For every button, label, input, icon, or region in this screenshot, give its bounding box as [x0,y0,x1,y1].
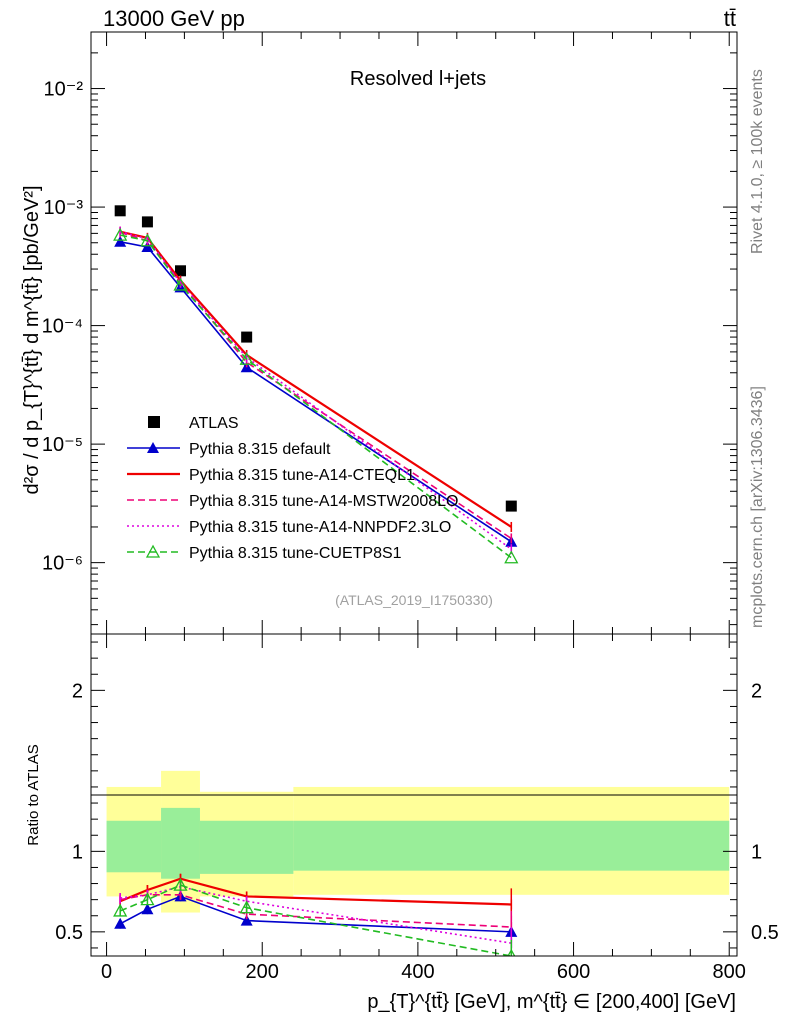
legend-label-5: Pythia 8.315 tune-CUETP8S1 [189,545,402,562]
rivet-version-label: Rivet 4.1.0, ≥ 100k events [749,69,766,254]
data-point-series-0 [241,331,253,343]
legend: ATLAS Pythia 8.315 default Pythia 8.315 tu… [127,415,458,562]
data-point-series-5 [504,550,519,564]
process-label: tt̄ [724,6,736,31]
x-tick-label: 200 [246,961,279,983]
inner-uncertainty-band [106,820,162,873]
legend-marker-5 [145,544,161,558]
ratio-point-series-4 [239,900,254,914]
legend-label-0: ATLAS [189,415,239,432]
ratio-point-series-4 [173,877,188,891]
inner-uncertainty-band [293,820,730,871]
y-tick-label: 10⁻⁴ [42,316,83,338]
main-x-ticks [106,32,730,634]
data-point-series-0 [141,216,153,228]
ratio-y-axis: 0.5 0.5 1 1 2 2 [55,641,779,949]
legend-label-4: Pythia 8.315 tune-A14-NNPDF2.3LO [189,519,451,536]
ratio-point-series-0 [114,917,127,929]
ratio-y-tick-label-right: 2 [751,680,762,702]
series-line-5 [120,234,512,559]
ratio-plot-area [113,873,518,956]
ratio-y-tick-label: 0.5 [55,922,83,944]
x-tick-label: 800 [713,961,746,983]
y-tick-label: 10⁻⁵ [42,434,83,456]
x-tick-label: 600 [557,961,590,983]
ratio-y-tick-label: 1 [72,841,83,863]
legend-label-3: Pythia 8.315 tune-A14-MSTW2008LO [189,493,458,510]
x-axis-label: p_{T}^{tt̄} [GeV], m^{tt̄} ∈ [200,400] [… [367,991,736,1013]
main-plot-area [113,205,519,564]
data-point-series-0 [505,500,517,512]
ratio-panel: 0.5 0.51 12 2 0 200 400 600 800 Ratio to ATLAS … [25,633,779,1013]
data-point-series-1 [114,235,127,247]
data-point-series-5 [113,227,128,241]
y-tick-label: 10⁻³ [44,197,84,219]
ratio-y-tick-label-right: 0.5 [751,922,779,944]
ratio-point-series-0 [141,903,154,915]
ratio-y-tick-label-right: 1 [751,841,762,863]
data-point-series-0 [114,205,126,217]
x-tick-label: 0 [101,961,112,983]
data-point-series-5 [173,277,188,291]
y-tick-label: 10⁻⁶ [42,553,83,575]
inner-uncertainty-band [199,820,294,874]
legend-label-1: Pythia 8.315 default [189,441,331,458]
data-point-series-0 [175,265,187,277]
ratio-point-series-4 [113,903,128,917]
ratio-x-axis: 0 200 400 600 800 [101,634,746,983]
energy-label: 13000 GeV pp [103,6,245,31]
main-panel: 10⁻⁶ 10⁻⁵ 10⁻⁴ 10⁻³ 10⁻² Resolved l+jets (AT… [21,31,738,635]
chart-title: Resolved l+jets [350,68,486,90]
data-point-series-1 [141,241,154,253]
legend-marker-atlas [148,416,160,428]
ratio-frame [90,633,738,957]
ratio-line-4 [119,884,512,956]
inner-uncertainty-band [161,807,200,879]
ratio-y-label: Ratio to ATLAS [25,744,42,845]
legend-marker-1 [147,442,159,453]
data-point-series-5 [140,233,155,247]
mcplots-label: mcplots.cern.ch [arXiv:1306.3436] [749,386,766,628]
x-tick-label: 400 [401,961,434,983]
series-line-4 [119,230,512,550]
ratio-point-series-4 [140,892,155,906]
ratio-uncertainty-bands [106,770,730,913]
y-tick-label: 10⁻² [44,79,84,101]
main-y-axis: 10⁻⁶ 10⁻⁵ 10⁻⁴ 10⁻³ 10⁻² [42,31,737,626]
ratio-y-tick-label: 2 [72,680,83,702]
data-point-series-5 [239,351,254,365]
main-frame [90,31,738,635]
legend-label-2: Pythia 8.315 tune-A14-CTEQL1 [189,467,415,484]
analysis-tag: (ATLAS_2019_I1750330) [335,592,493,608]
main-y-label: d²σ / d p_{T}^{tt̄} d m^{tt̄} [pb/GeV²] [21,185,43,494]
ratio-point-series-0 [240,914,253,926]
